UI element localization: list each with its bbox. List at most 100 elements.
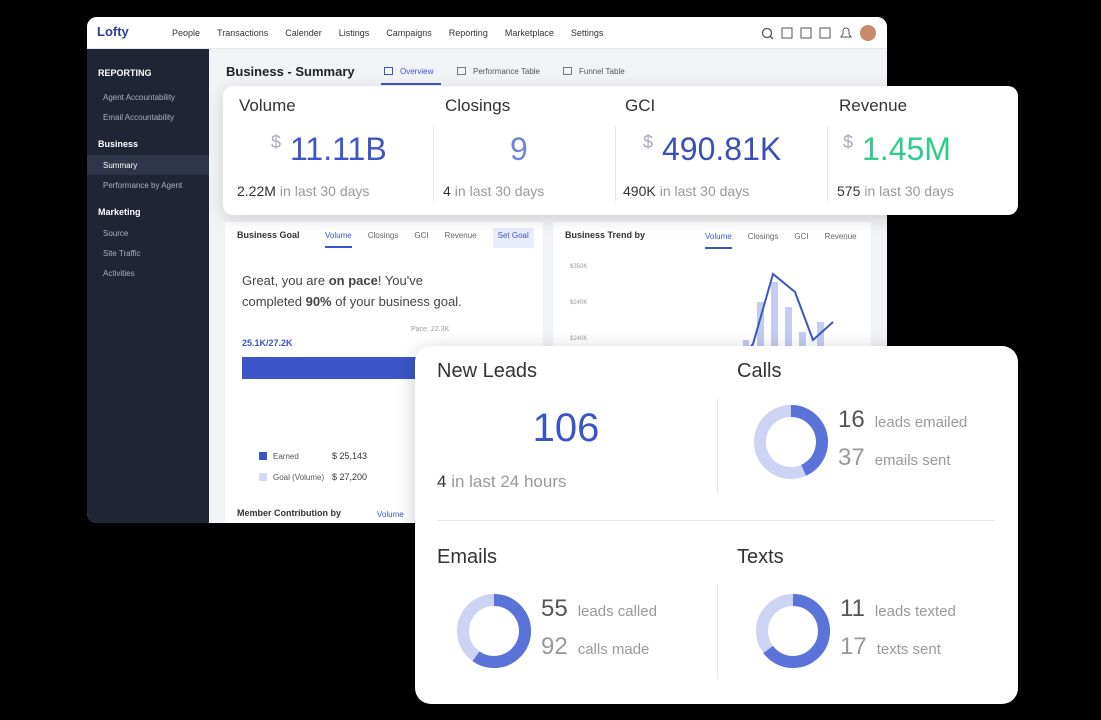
count-row: 55 leads called: [541, 595, 657, 623]
card-title: Calls: [737, 360, 782, 382]
count-label: leads texted: [874, 603, 956, 620]
leads-recent: 4 in last 24 hours: [437, 472, 567, 492]
legend-name: Goal (Volume): [273, 473, 324, 482]
tab-icon: [563, 67, 572, 75]
goal-message: Great, you are on pace! You've completed…: [242, 270, 462, 312]
msg: ! You've: [377, 273, 423, 288]
count: 92: [541, 633, 568, 660]
msg: Great, you are: [242, 273, 329, 288]
sidebar-item[interactable]: Agent Accountability: [103, 93, 176, 102]
axis-label: $350K: [570, 264, 588, 270]
recent-number: 4: [437, 472, 447, 491]
count: 55: [541, 595, 568, 622]
sidebar-item[interactable]: Source: [103, 229, 129, 238]
donut-arc: [756, 594, 830, 668]
stat-label: GCI: [625, 96, 656, 115]
count-label: texts sent: [876, 641, 941, 658]
donut: [457, 594, 531, 668]
period: in last 24 hours: [451, 472, 567, 491]
sidebar-group[interactable]: Business: [98, 139, 139, 149]
stat-recent: 490K in last 30 days: [623, 183, 749, 199]
sidebar-item[interactable]: Performance by Agent: [103, 181, 183, 190]
trend-tab[interactable]: Closings: [747, 232, 779, 241]
sidebar-item[interactable]: Site Traffic: [103, 249, 141, 258]
divider: [717, 584, 718, 679]
divider: [437, 520, 995, 521]
sidebar: REPORTING Agent Accountability Email Accou…: [87, 49, 209, 523]
donut-arc: [457, 594, 531, 668]
sidebar-group[interactable]: Marketing: [98, 207, 141, 217]
sidebar-item[interactable]: Email Accountability: [103, 113, 175, 122]
goal-tabs: Volume Closings GCI Revenue Set Goal: [325, 228, 534, 248]
period: in last 30 days: [659, 183, 750, 199]
nav-item[interactable]: Listings: [338, 28, 370, 38]
page-tab[interactable]: Funnel Table: [579, 67, 625, 76]
goal-title: Business Goal: [237, 230, 300, 240]
count-row: 37 emails sent: [838, 444, 951, 472]
sidebar-item[interactable]: Activities: [103, 269, 135, 278]
set-goal-button[interactable]: Set Goal: [492, 228, 534, 248]
brand: Lofty: [97, 24, 129, 39]
stat-label: Volume: [239, 96, 296, 115]
currency: $: [643, 132, 654, 152]
sidebar-item[interactable]: Summary: [103, 161, 138, 170]
card-title: Texts: [737, 546, 784, 568]
sidebar-heading: REPORTING: [98, 68, 152, 78]
count-row: 17 texts sent: [840, 633, 941, 661]
trend-tab[interactable]: Revenue: [824, 232, 857, 241]
page-tab[interactable]: Performance Table: [473, 67, 540, 76]
stat-recent: 4 in last 30 days: [443, 183, 544, 199]
legend-name: Earned: [273, 452, 299, 461]
legend-value: $ 25,143: [332, 451, 367, 461]
count: 16: [838, 406, 865, 433]
goal-tab[interactable]: Closings: [367, 231, 399, 240]
msg: of your business goal.: [331, 294, 462, 309]
legend-swatch: [259, 452, 267, 460]
trend-title: Business Trend by: [565, 230, 646, 240]
nav-item[interactable]: People: [172, 28, 201, 38]
currency: $: [271, 132, 282, 152]
nav-item[interactable]: Campaigns: [386, 28, 432, 38]
divider: [717, 398, 718, 493]
period: in last 30 days: [864, 183, 954, 199]
top-nav: Lofty People Transactions Calender Listings…: [87, 17, 887, 49]
divider: [827, 126, 828, 201]
axis-label: $240K: [570, 300, 588, 306]
tab-underline: [381, 83, 441, 85]
recent-value: 4: [443, 183, 451, 199]
trend-tab[interactable]: GCI: [794, 232, 809, 241]
pace-label: Pace: 22.3K: [411, 326, 450, 333]
goal-tab[interactable]: GCI: [414, 231, 429, 240]
page-title: Business - Summary: [226, 64, 355, 79]
trend-tab[interactable]: Volume: [705, 232, 732, 249]
stat-label: Revenue: [839, 96, 908, 115]
goal-tab[interactable]: Volume: [325, 231, 352, 248]
leads-value: 106: [532, 406, 600, 450]
nav-icons: [761, 25, 876, 41]
nav-item[interactable]: Reporting: [448, 28, 488, 38]
stat-value: 490.81K: [662, 131, 782, 167]
card-title: New Leads: [437, 360, 538, 382]
msg: on pace: [328, 273, 378, 288]
msg: 90%: [305, 294, 332, 309]
donut: [756, 594, 830, 668]
goal-tab[interactable]: Revenue: [444, 231, 477, 240]
period: in last 30 days: [454, 183, 545, 199]
member-title: Member Contribution by: [237, 508, 341, 518]
trend-tabs: Volume Closings GCI Revenue: [705, 232, 857, 249]
member-tab: Volume: [377, 510, 404, 519]
count-label: calls made: [577, 641, 650, 658]
stat-value: 1.45M: [862, 131, 951, 167]
period: in last 30 days: [279, 183, 370, 199]
page-tab[interactable]: Overview: [400, 67, 434, 76]
currency: $: [843, 132, 854, 152]
stat-label: Closings: [445, 96, 511, 115]
stat-value: 9: [510, 131, 528, 167]
nav-item[interactable]: Settings: [570, 28, 604, 38]
nav-item[interactable]: Calender: [285, 28, 322, 38]
tab-icon: [457, 67, 466, 75]
nav-item[interactable]: Marketplace: [504, 28, 554, 38]
nav-item[interactable]: Transactions: [217, 28, 269, 38]
legend-value: $ 27,200: [332, 472, 367, 482]
